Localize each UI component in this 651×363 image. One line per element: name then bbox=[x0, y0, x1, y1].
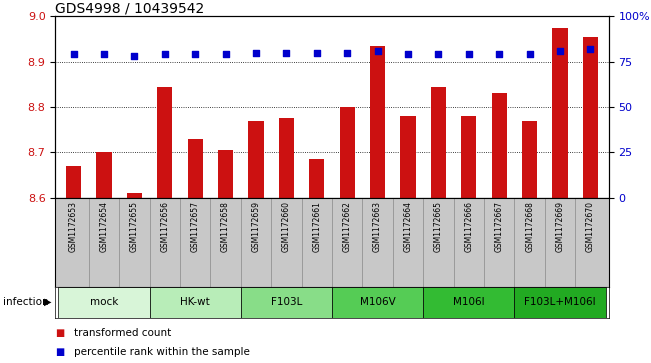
Text: ■: ■ bbox=[55, 347, 64, 357]
Text: ▶: ▶ bbox=[44, 297, 51, 307]
Point bbox=[129, 53, 139, 59]
Bar bbox=[66, 166, 81, 198]
Bar bbox=[514, 287, 605, 318]
Text: transformed count: transformed count bbox=[74, 329, 171, 338]
Text: F103L: F103L bbox=[271, 297, 302, 307]
Point bbox=[281, 50, 292, 56]
Text: M106I: M106I bbox=[453, 297, 484, 307]
Text: GSM1172660: GSM1172660 bbox=[282, 201, 291, 252]
Bar bbox=[553, 28, 568, 198]
Bar bbox=[241, 287, 332, 318]
Bar bbox=[431, 87, 446, 198]
Text: GSM1172656: GSM1172656 bbox=[160, 201, 169, 252]
Text: GSM1172670: GSM1172670 bbox=[586, 201, 595, 252]
Bar bbox=[583, 37, 598, 198]
Text: GSM1172667: GSM1172667 bbox=[495, 201, 504, 252]
Text: GSM1172653: GSM1172653 bbox=[69, 201, 78, 252]
Point bbox=[403, 52, 413, 57]
Text: GSM1172654: GSM1172654 bbox=[100, 201, 109, 252]
Text: M106V: M106V bbox=[360, 297, 396, 307]
Text: HK-wt: HK-wt bbox=[180, 297, 210, 307]
Point bbox=[99, 52, 109, 57]
Bar bbox=[309, 159, 324, 198]
Text: GSM1172661: GSM1172661 bbox=[312, 201, 322, 252]
Point bbox=[312, 50, 322, 56]
Bar bbox=[150, 287, 241, 318]
Text: GSM1172655: GSM1172655 bbox=[130, 201, 139, 252]
Point bbox=[555, 48, 565, 54]
Text: infection: infection bbox=[3, 297, 49, 307]
Bar bbox=[187, 139, 203, 198]
Point bbox=[159, 52, 170, 57]
Bar bbox=[249, 121, 264, 198]
Bar bbox=[461, 116, 477, 198]
Point bbox=[342, 50, 352, 56]
Point bbox=[372, 48, 383, 54]
Bar bbox=[96, 152, 111, 198]
Text: GSM1172658: GSM1172658 bbox=[221, 201, 230, 252]
Text: F103L+M106I: F103L+M106I bbox=[524, 297, 596, 307]
Point bbox=[251, 50, 261, 56]
Text: GSM1172662: GSM1172662 bbox=[342, 201, 352, 252]
Bar bbox=[127, 193, 142, 198]
Text: GSM1172657: GSM1172657 bbox=[191, 201, 200, 252]
Point bbox=[585, 46, 596, 52]
Text: GSM1172668: GSM1172668 bbox=[525, 201, 534, 252]
Bar bbox=[370, 46, 385, 198]
Point bbox=[433, 52, 443, 57]
Text: ■: ■ bbox=[55, 329, 64, 338]
Bar bbox=[332, 287, 423, 318]
Point bbox=[221, 52, 231, 57]
Text: percentile rank within the sample: percentile rank within the sample bbox=[74, 347, 249, 357]
Text: GSM1172665: GSM1172665 bbox=[434, 201, 443, 252]
Bar bbox=[218, 150, 233, 198]
Text: GSM1172663: GSM1172663 bbox=[373, 201, 382, 252]
Point bbox=[68, 52, 79, 57]
Point bbox=[190, 52, 201, 57]
Point bbox=[494, 52, 505, 57]
Point bbox=[525, 52, 535, 57]
Text: GSM1172669: GSM1172669 bbox=[555, 201, 564, 252]
Text: GSM1172659: GSM1172659 bbox=[251, 201, 260, 252]
Bar bbox=[157, 87, 173, 198]
Text: GDS4998 / 10439542: GDS4998 / 10439542 bbox=[55, 1, 204, 15]
Text: GSM1172666: GSM1172666 bbox=[464, 201, 473, 252]
Text: GSM1172664: GSM1172664 bbox=[404, 201, 413, 252]
Bar bbox=[279, 118, 294, 198]
Point bbox=[464, 52, 474, 57]
Bar bbox=[423, 287, 514, 318]
Bar bbox=[492, 93, 507, 198]
Bar bbox=[340, 107, 355, 198]
Bar bbox=[522, 121, 537, 198]
Text: mock: mock bbox=[90, 297, 118, 307]
Bar bbox=[400, 116, 415, 198]
Bar bbox=[59, 287, 150, 318]
